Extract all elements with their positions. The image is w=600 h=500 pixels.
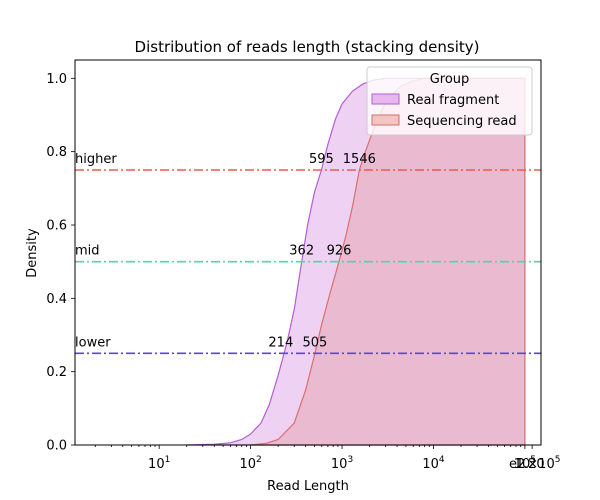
x-tick-label: 103 [331, 455, 353, 472]
x-tick-label: 1.20 [516, 457, 545, 472]
y-tick-label: 0.4 [46, 292, 67, 307]
y-tick-label: 0.8 [46, 145, 67, 160]
y-axis-label: Density [25, 228, 40, 278]
refline-label-higher: higher [75, 152, 117, 167]
refline-value-label: 362 [289, 244, 314, 259]
y-tick-label: 0.0 [46, 439, 67, 454]
reference-lines: higher 595 1546 mid 362 926 lower 214 505 [75, 152, 541, 355]
legend-entry-label: Sequencing read [407, 114, 517, 129]
x-tick-label: 101 [148, 455, 170, 472]
refline-value-label: 214 [268, 335, 293, 350]
legend-box [366, 66, 533, 136]
chart-title: Distribution of reads length (stacking d… [135, 38, 480, 56]
y-tick-label: 0.2 [46, 365, 67, 380]
plot-frame [74, 59, 542, 446]
x-tick-label: 105 [514, 455, 536, 472]
y-tick-label: 0.6 [46, 219, 67, 234]
refline-label-lower: lower [75, 335, 111, 350]
y-axis: 0.0 0.2 0.4 0.6 0.8 1.0 [46, 72, 75, 454]
refline-label-mid: mid [75, 244, 100, 259]
legend-entry-label: Real fragment [407, 93, 499, 108]
y-tick-label: 1.0 [46, 72, 67, 87]
x-tick-label: 104 [422, 455, 445, 472]
refline-value-label: 1546 [343, 152, 376, 167]
legend-swatch [371, 93, 400, 105]
refline-value-label: 505 [303, 335, 328, 350]
legend-swatch [371, 114, 400, 126]
legend-title: Group [430, 72, 470, 87]
x-axis-label: Read Length [267, 479, 349, 494]
x-tick-label: 102 [239, 455, 261, 472]
refline-value-label: 595 [309, 152, 334, 167]
refline-value-label: 926 [327, 244, 352, 259]
legend: Group Real fragment Sequencing read [366, 66, 533, 136]
x-offset-label: e2 ×105 [509, 455, 560, 472]
